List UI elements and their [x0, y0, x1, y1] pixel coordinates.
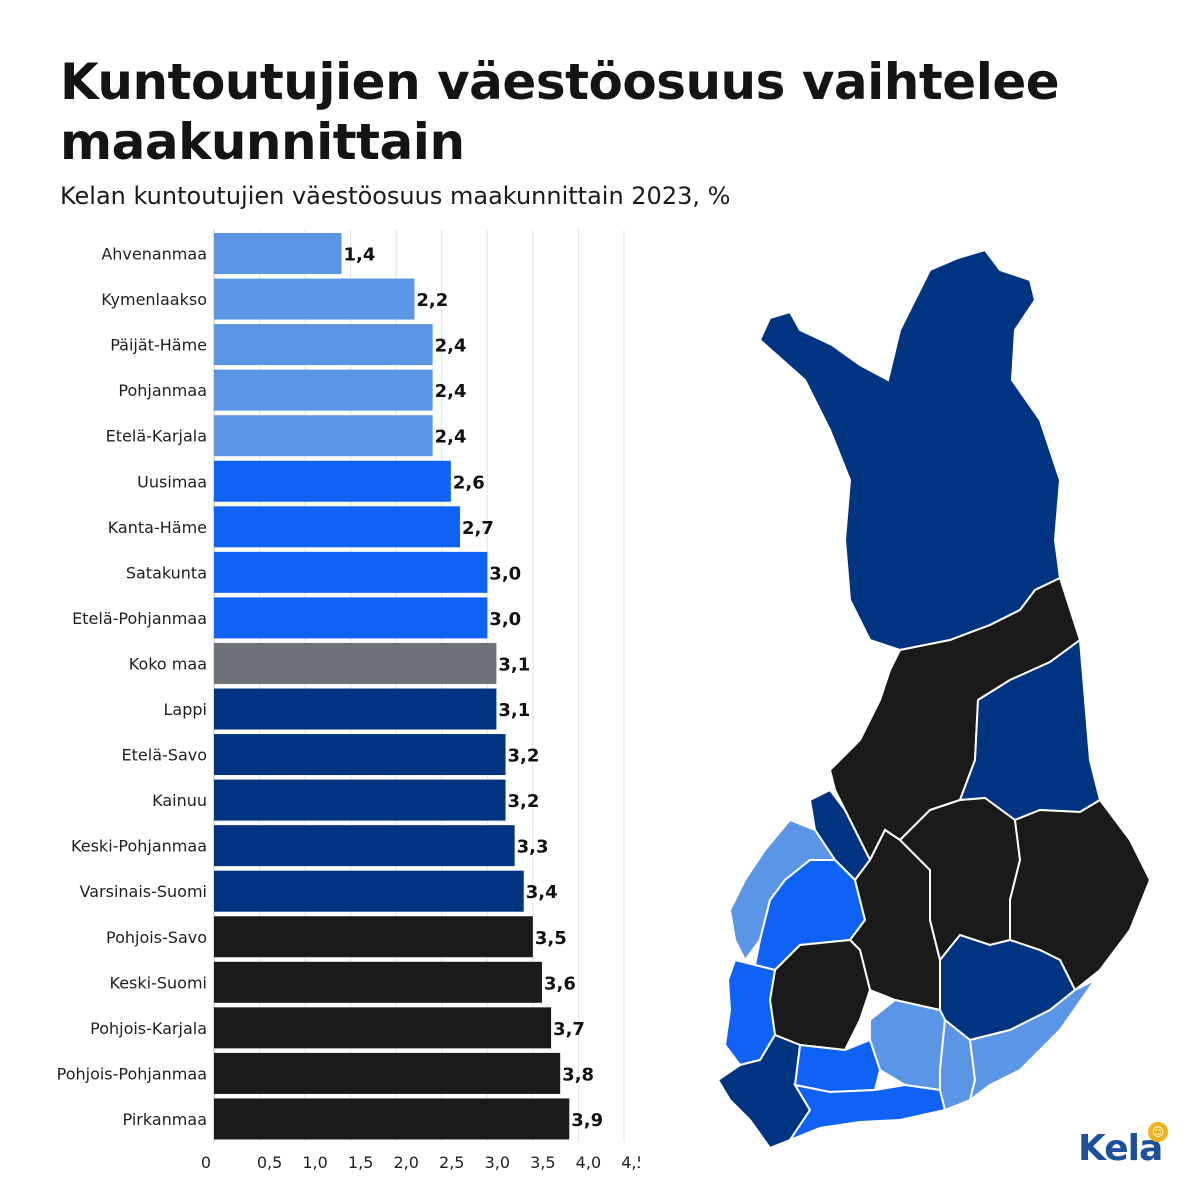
bar [214, 278, 415, 320]
category-label: Varsinais-Suomi [80, 882, 207, 901]
kela-badge-icon: ☺ [1148, 1122, 1168, 1142]
bar [214, 1098, 570, 1140]
bar [214, 1052, 561, 1094]
value-label: 3,7 [553, 1019, 585, 1040]
bar [214, 961, 542, 1003]
category-label: Keski-Pohjanmaa [71, 837, 207, 856]
bar [214, 1007, 552, 1049]
bar-chart: Ahvenanmaa Kymenlaakso Päijät-Häme Pohjanma… [57, 230, 640, 1172]
bar [214, 324, 433, 366]
value-label: 2,4 [435, 336, 467, 357]
category-labels: Ahvenanmaa Kymenlaakso Päijät-Häme Pohjanma… [57, 245, 207, 1129]
category-label: Ahvenanmaa [101, 245, 207, 264]
value-label: 3,0 [489, 609, 521, 630]
category-label: Koko maa [129, 654, 207, 673]
value-labels: 1,4 2,2 2,4 2,4 2,4 2,6 2,7 3,0 3,0 3,1 3,1 3,2 3,2 3… [344, 245, 604, 1131]
bar [214, 597, 488, 639]
kela-logo: Kela ☺ [1078, 1122, 1188, 1188]
category-label: Satakunta [126, 563, 207, 582]
x-tick-label: 2,0 [393, 1153, 418, 1172]
value-label: 2,4 [435, 381, 467, 402]
value-label: 3,6 [544, 973, 576, 994]
category-label: Kymenlaakso [101, 290, 207, 309]
bar [214, 688, 497, 730]
x-tick-label: 2,5 [439, 1153, 464, 1172]
bar [214, 642, 497, 684]
value-label: 3,3 [517, 837, 549, 858]
value-label: 3,2 [508, 746, 540, 767]
category-label: Pohjanmaa [118, 381, 207, 400]
bar [214, 734, 506, 776]
bar [214, 369, 433, 411]
bar [214, 551, 488, 593]
value-label: 3,1 [498, 700, 530, 721]
bar [214, 779, 506, 821]
value-label: 3,1 [498, 654, 530, 675]
bars [214, 233, 570, 1140]
value-label: 1,4 [344, 245, 376, 266]
map-region-pohjois-karjala [1009, 798, 1152, 992]
value-label: 3,8 [562, 1064, 594, 1085]
category-label: Etelä-Karjala [106, 427, 207, 446]
chart-title: Kuntoutujien väestöosuus vaihtelee maaku… [60, 53, 1060, 171]
value-label: 3,9 [571, 1110, 603, 1131]
bar [214, 415, 433, 457]
category-label: Pohjois-Savo [106, 928, 207, 947]
category-label: Lappi [164, 700, 207, 719]
value-label: 2,4 [435, 427, 467, 448]
grid-lines [213, 230, 625, 1142]
category-label: Uusimaa [137, 472, 207, 491]
category-label: Etelä-Pohjanmaa [72, 609, 207, 628]
x-tick-label: 1,5 [348, 1153, 373, 1172]
value-label: 3,2 [508, 791, 540, 812]
category-label: Pirkanmaa [123, 1110, 207, 1129]
x-axis-ticks: 0 0,5 1,0 1,5 2,0 2,5 3,0 3,5 4,0 4,5 [201, 1153, 640, 1172]
value-label: 2,2 [416, 290, 448, 311]
x-tick-label: 1,0 [302, 1153, 327, 1172]
value-label: 2,7 [462, 518, 494, 539]
category-label: Pohjois-Pohjanmaa [57, 1064, 207, 1083]
finland-region-map [716, 248, 1152, 1150]
x-tick-label: 3,0 [485, 1153, 510, 1172]
x-tick-label: 3,5 [530, 1153, 555, 1172]
x-tick-label: 0,5 [257, 1153, 282, 1172]
category-label: Pohjois-Karjala [90, 1019, 207, 1038]
value-label: 3,0 [489, 563, 521, 584]
bar [214, 233, 342, 274]
x-tick-label: 0 [201, 1153, 211, 1172]
map-region-uusimaa [787, 1083, 947, 1143]
x-tick-label: 4,5 [621, 1153, 640, 1172]
bar [214, 460, 451, 502]
value-label: 3,5 [535, 928, 567, 949]
bar [214, 506, 460, 548]
category-label: Kainuu [152, 791, 207, 810]
chart-subtitle: Kelan kuntoutujien väestöosuus maakunnit… [60, 182, 731, 210]
category-label: Päijät-Häme [110, 336, 207, 355]
x-tick-label: 4,0 [576, 1153, 601, 1172]
bar [214, 825, 515, 867]
category-label: Kanta-Häme [108, 518, 207, 537]
map-region-etela-karjala [968, 979, 1096, 1103]
value-label: 3,4 [526, 882, 558, 903]
map-region-paijat-hame [869, 998, 947, 1092]
category-label: Keski-Suomi [110, 973, 207, 992]
bar [214, 870, 524, 912]
map-region-lappi [758, 248, 1062, 652]
category-label: Etelä-Savo [122, 746, 207, 765]
value-label: 2,6 [453, 472, 485, 493]
bar [214, 916, 533, 958]
